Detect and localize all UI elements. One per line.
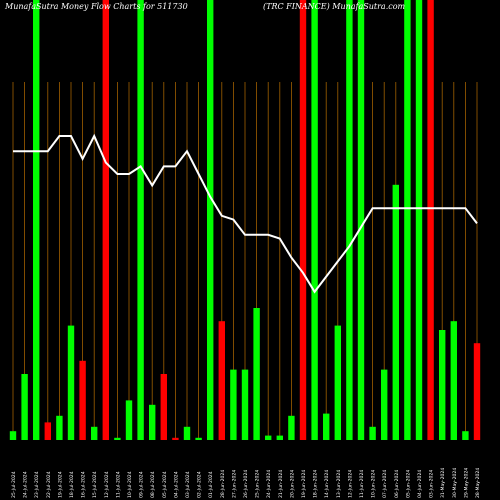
- x-tick-label: 31-May-2024: [440, 468, 446, 498]
- x-tick-label: 10-Jun-2024: [371, 470, 377, 498]
- chart-title-right: (TRC FINANCE) MunafaSutra.com: [263, 2, 406, 11]
- money-flow-bar: [299, 0, 307, 440]
- money-flow-bar: [276, 435, 283, 440]
- money-flow-bar: [56, 415, 63, 440]
- x-tick-label: 24-Jun-2024: [266, 470, 272, 498]
- money-flow-bar: [67, 325, 75, 440]
- money-flow-bar: [218, 321, 225, 440]
- money-flow-bar: [357, 0, 365, 440]
- money-flow-bar: [230, 369, 237, 440]
- money-flow-bar: [241, 369, 249, 440]
- money-flow-bar: [79, 360, 86, 440]
- money-flow-bar: [33, 0, 40, 440]
- money-flow-bar: [125, 400, 133, 440]
- x-tick-label: 11-Jun-2024: [359, 470, 365, 498]
- x-tick-label: 12-Jul-2024: [104, 471, 110, 498]
- x-tick-label: 03-Jun-2024: [429, 470, 435, 498]
- x-tick-label: 01-Jul-2024: [208, 471, 214, 498]
- money-flow-bar: [334, 325, 341, 440]
- x-tick-label: 09-Jul-2024: [139, 471, 145, 498]
- chart-title-left: MunafaSutra Money Flow Charts for 511730: [4, 2, 188, 11]
- x-tick-label: 10-Jul-2024: [127, 471, 133, 498]
- money-flow-bar: [323, 413, 330, 440]
- x-tick-label: 28-Jun-2024: [220, 470, 226, 498]
- x-tick-label: 30-May-2024: [452, 468, 458, 498]
- x-tick-label: 15-Jul-2024: [92, 471, 98, 498]
- x-tick-label: 13-Jun-2024: [336, 470, 342, 498]
- money-flow-bars: [9, 0, 481, 440]
- x-tick-label: 05-Jul-2024: [162, 471, 168, 498]
- x-tick-label: 28-May-2024: [475, 468, 481, 498]
- x-tick-label: 25-Jun-2024: [255, 470, 261, 498]
- x-tick-label: 19-Jul-2024: [57, 471, 63, 498]
- x-tick-label: 26-Jun-2024: [243, 470, 249, 498]
- money-flow-bar: [404, 0, 411, 440]
- x-tick-label: 11-Jul-2024: [115, 471, 121, 498]
- x-tick-label: 21-Jun-2024: [278, 470, 284, 498]
- money-flow-bar: [381, 369, 388, 440]
- money-flow-bar: [253, 308, 260, 440]
- x-tick-label: 27-Jun-2024: [231, 470, 237, 498]
- money-flow-bar: [44, 422, 51, 440]
- x-tick-label: 05-Jun-2024: [405, 470, 411, 498]
- money-flow-bar: [450, 321, 457, 440]
- x-tick-label: 16-Jul-2024: [81, 471, 87, 498]
- x-tick-label: 14-Jun-2024: [324, 470, 330, 498]
- money-flow-bar: [195, 437, 202, 440]
- money-flow-bar: [91, 426, 98, 440]
- x-tick-label: 12-Jun-2024: [347, 470, 353, 498]
- money-flow-bar: [265, 435, 272, 440]
- x-tick-label: 18-Jun-2024: [313, 470, 319, 498]
- money-flow-bar: [427, 0, 434, 440]
- money-flow-bar: [160, 374, 167, 440]
- money-flow-bar: [9, 431, 17, 440]
- money-flow-bar: [207, 0, 214, 440]
- price-line: [13, 133, 478, 294]
- money-flow-bar: [21, 374, 28, 440]
- x-tick-label: 03-Jul-2024: [185, 471, 191, 498]
- money-flow-bar: [369, 426, 376, 440]
- money-flow-bar: [149, 404, 156, 440]
- money-flow-bar: [392, 184, 399, 440]
- money-flow-bar: [137, 0, 144, 440]
- money-flow-bar: [462, 431, 469, 440]
- x-tick-label: 20-Jun-2024: [289, 470, 295, 498]
- x-tick-label: 24-Jul-2024: [23, 471, 29, 498]
- money-flow-bar: [102, 0, 109, 440]
- x-tick-label: 04-Jun-2024: [417, 470, 423, 498]
- x-tick-labels: 25-Jul-2024 24-Jul-2024 23-Jul-2024 22-Jul-…: [11, 468, 481, 498]
- money-flow-bar: [172, 437, 179, 440]
- x-tick-label: 25-Jul-2024: [11, 471, 17, 498]
- money-flow-bar: [439, 330, 446, 440]
- x-tick-label: 18-Jul-2024: [69, 471, 75, 498]
- x-tick-label: 22-Jul-2024: [46, 471, 52, 498]
- x-tick-label: 06-Jun-2024: [394, 470, 400, 498]
- x-tick-label: 07-Jun-2024: [382, 470, 388, 498]
- money-flow-bar: [183, 426, 191, 440]
- x-tick-label: 29-May-2024: [463, 468, 469, 498]
- x-tick-label: 02-Jul-2024: [197, 471, 203, 498]
- money-flow-bar: [311, 0, 318, 440]
- money-flow-bar: [288, 415, 295, 440]
- x-tick-label: 23-Jul-2024: [34, 471, 40, 498]
- money-flow-bar: [473, 343, 481, 440]
- money-flow-bar: [114, 437, 121, 440]
- money-flow-bar: [346, 0, 353, 440]
- money-flow-bar: [415, 0, 423, 440]
- x-tick-label: 08-Jul-2024: [150, 471, 156, 498]
- x-tick-label: 19-Jun-2024: [301, 470, 307, 498]
- x-tick-label: 04-Jul-2024: [173, 471, 179, 498]
